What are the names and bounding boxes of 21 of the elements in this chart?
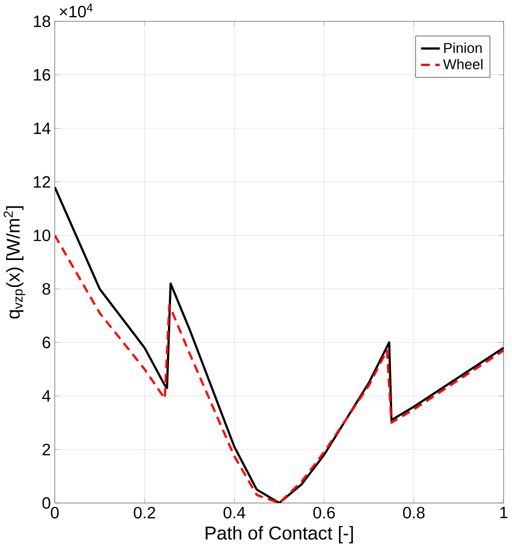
x-tick-label: 0.6	[313, 506, 335, 518]
x-tick-label: 0	[50, 506, 59, 518]
y-tick-label: 0	[42, 497, 50, 509]
legend-label: Pinion	[444, 42, 482, 53]
y-axis-title: q$_{vzp}$(x) [W/m$^{2}$]	[4, 206, 26, 319]
y-tick-label: 8	[42, 283, 50, 295]
text: ×10$^{4}$	[60, 4, 93, 18]
y-tick-label: 2	[42, 444, 50, 456]
y-tick-label: 18	[34, 15, 50, 28]
x-tick-label: 0.4	[224, 506, 246, 518]
y-tick-label: 6	[42, 336, 50, 348]
legend-label: Wheel	[443, 58, 483, 70]
y-tick-label: 16	[34, 69, 50, 81]
y-tick-label: 12	[34, 176, 50, 188]
x-tick-label: 0.8	[403, 506, 425, 518]
x-tick-label: 1	[500, 506, 508, 518]
x-tick-label: 0.2	[134, 506, 156, 518]
y-tick-label: 14	[34, 122, 51, 134]
x-axis-title: Path of Contact [-]	[206, 526, 353, 544]
y-tick-label: 10	[34, 230, 50, 242]
y-tick-label: 4	[42, 390, 51, 402]
